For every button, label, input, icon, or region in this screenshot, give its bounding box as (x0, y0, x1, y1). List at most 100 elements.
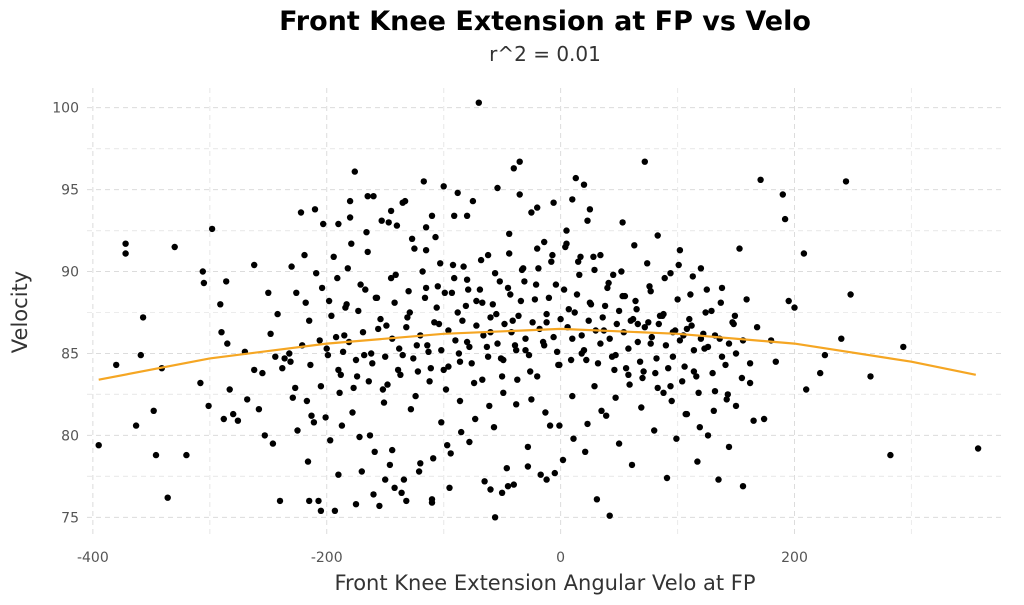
data-point (667, 270, 674, 277)
data-point (580, 181, 588, 188)
y-tick-label: 95 (61, 183, 79, 199)
data-point (591, 266, 598, 274)
data-point (651, 427, 658, 434)
y-tick-label: 85 (61, 346, 79, 362)
data-point (392, 271, 399, 278)
data-point (503, 465, 510, 472)
data-point (267, 330, 274, 337)
data-point (652, 369, 659, 377)
data-point (779, 191, 786, 198)
data-point (350, 384, 357, 392)
data-point (481, 478, 488, 485)
data-point (695, 389, 702, 396)
data-point (289, 394, 296, 401)
data-point (421, 294, 429, 301)
data-point (472, 415, 479, 423)
data-point (525, 351, 533, 359)
data-point (487, 486, 494, 493)
data-point (690, 368, 698, 375)
data-point (456, 397, 464, 405)
data-point (687, 291, 694, 298)
data-point (565, 306, 572, 313)
x-tick-label: 0 (556, 550, 565, 566)
data-point (655, 320, 662, 328)
data-point (362, 286, 369, 293)
data-point (636, 358, 644, 365)
data-point (569, 196, 576, 203)
data-point (693, 373, 700, 380)
data-point (654, 384, 661, 392)
data-point (466, 438, 473, 446)
data-point (382, 476, 389, 483)
data-point (690, 347, 698, 354)
data-point (702, 309, 709, 316)
data-point (442, 386, 450, 393)
data-point (437, 260, 444, 267)
data-point (513, 401, 520, 408)
data-point (730, 320, 737, 328)
data-point (682, 410, 689, 418)
data-point (220, 415, 227, 423)
data-point (689, 273, 696, 280)
data-point (200, 279, 208, 287)
x-tick-label: 200 (781, 550, 808, 566)
data-point (378, 217, 385, 224)
data-point (336, 389, 343, 396)
data-point (577, 253, 584, 260)
data-point (524, 463, 532, 470)
data-point (434, 283, 441, 290)
data-point (351, 168, 358, 175)
data-point (468, 360, 475, 367)
data-point (364, 248, 371, 256)
data-point (281, 355, 288, 362)
data-point (454, 309, 461, 316)
data-point (504, 284, 512, 292)
data-point (686, 315, 693, 323)
data-point (543, 319, 550, 326)
data-point (522, 347, 529, 354)
data-point (276, 497, 284, 505)
data-point (483, 343, 491, 351)
data-point (676, 247, 684, 254)
data-point (265, 289, 272, 296)
data-point (368, 350, 375, 357)
data-point (781, 215, 789, 223)
y-tick-label: 100 (52, 101, 79, 117)
data-point (400, 476, 408, 483)
data-point (366, 432, 374, 439)
data-point (391, 484, 398, 491)
data-point (403, 497, 410, 505)
data-point (542, 409, 549, 416)
data-point (739, 483, 747, 490)
data-point (325, 297, 333, 305)
data-point (183, 451, 190, 459)
data-point (308, 412, 315, 419)
data-point (629, 315, 637, 323)
chart-subtitle: r^2 = 0.01 (489, 42, 601, 66)
data-point (302, 299, 309, 306)
data-point (346, 214, 354, 221)
data-point (534, 373, 541, 380)
data-point (122, 250, 129, 257)
x-tick-label: -400 (77, 550, 109, 566)
data-point (122, 240, 129, 247)
data-point (251, 261, 258, 269)
data-point (688, 322, 695, 329)
data-point (569, 392, 576, 400)
data-point (537, 471, 544, 478)
data-point (509, 317, 516, 324)
data-point (646, 283, 653, 290)
data-point (433, 304, 440, 311)
data-point (543, 310, 550, 318)
data-point (422, 224, 430, 231)
data-point (738, 374, 746, 382)
data-point (306, 497, 313, 505)
data-point (307, 361, 314, 369)
data-point (732, 402, 740, 410)
data-point (224, 340, 231, 347)
data-point (259, 369, 266, 377)
trend-curve (98, 327, 977, 381)
x-tick-label: -200 (311, 550, 343, 566)
data-point (463, 276, 471, 283)
data-point (456, 358, 464, 365)
